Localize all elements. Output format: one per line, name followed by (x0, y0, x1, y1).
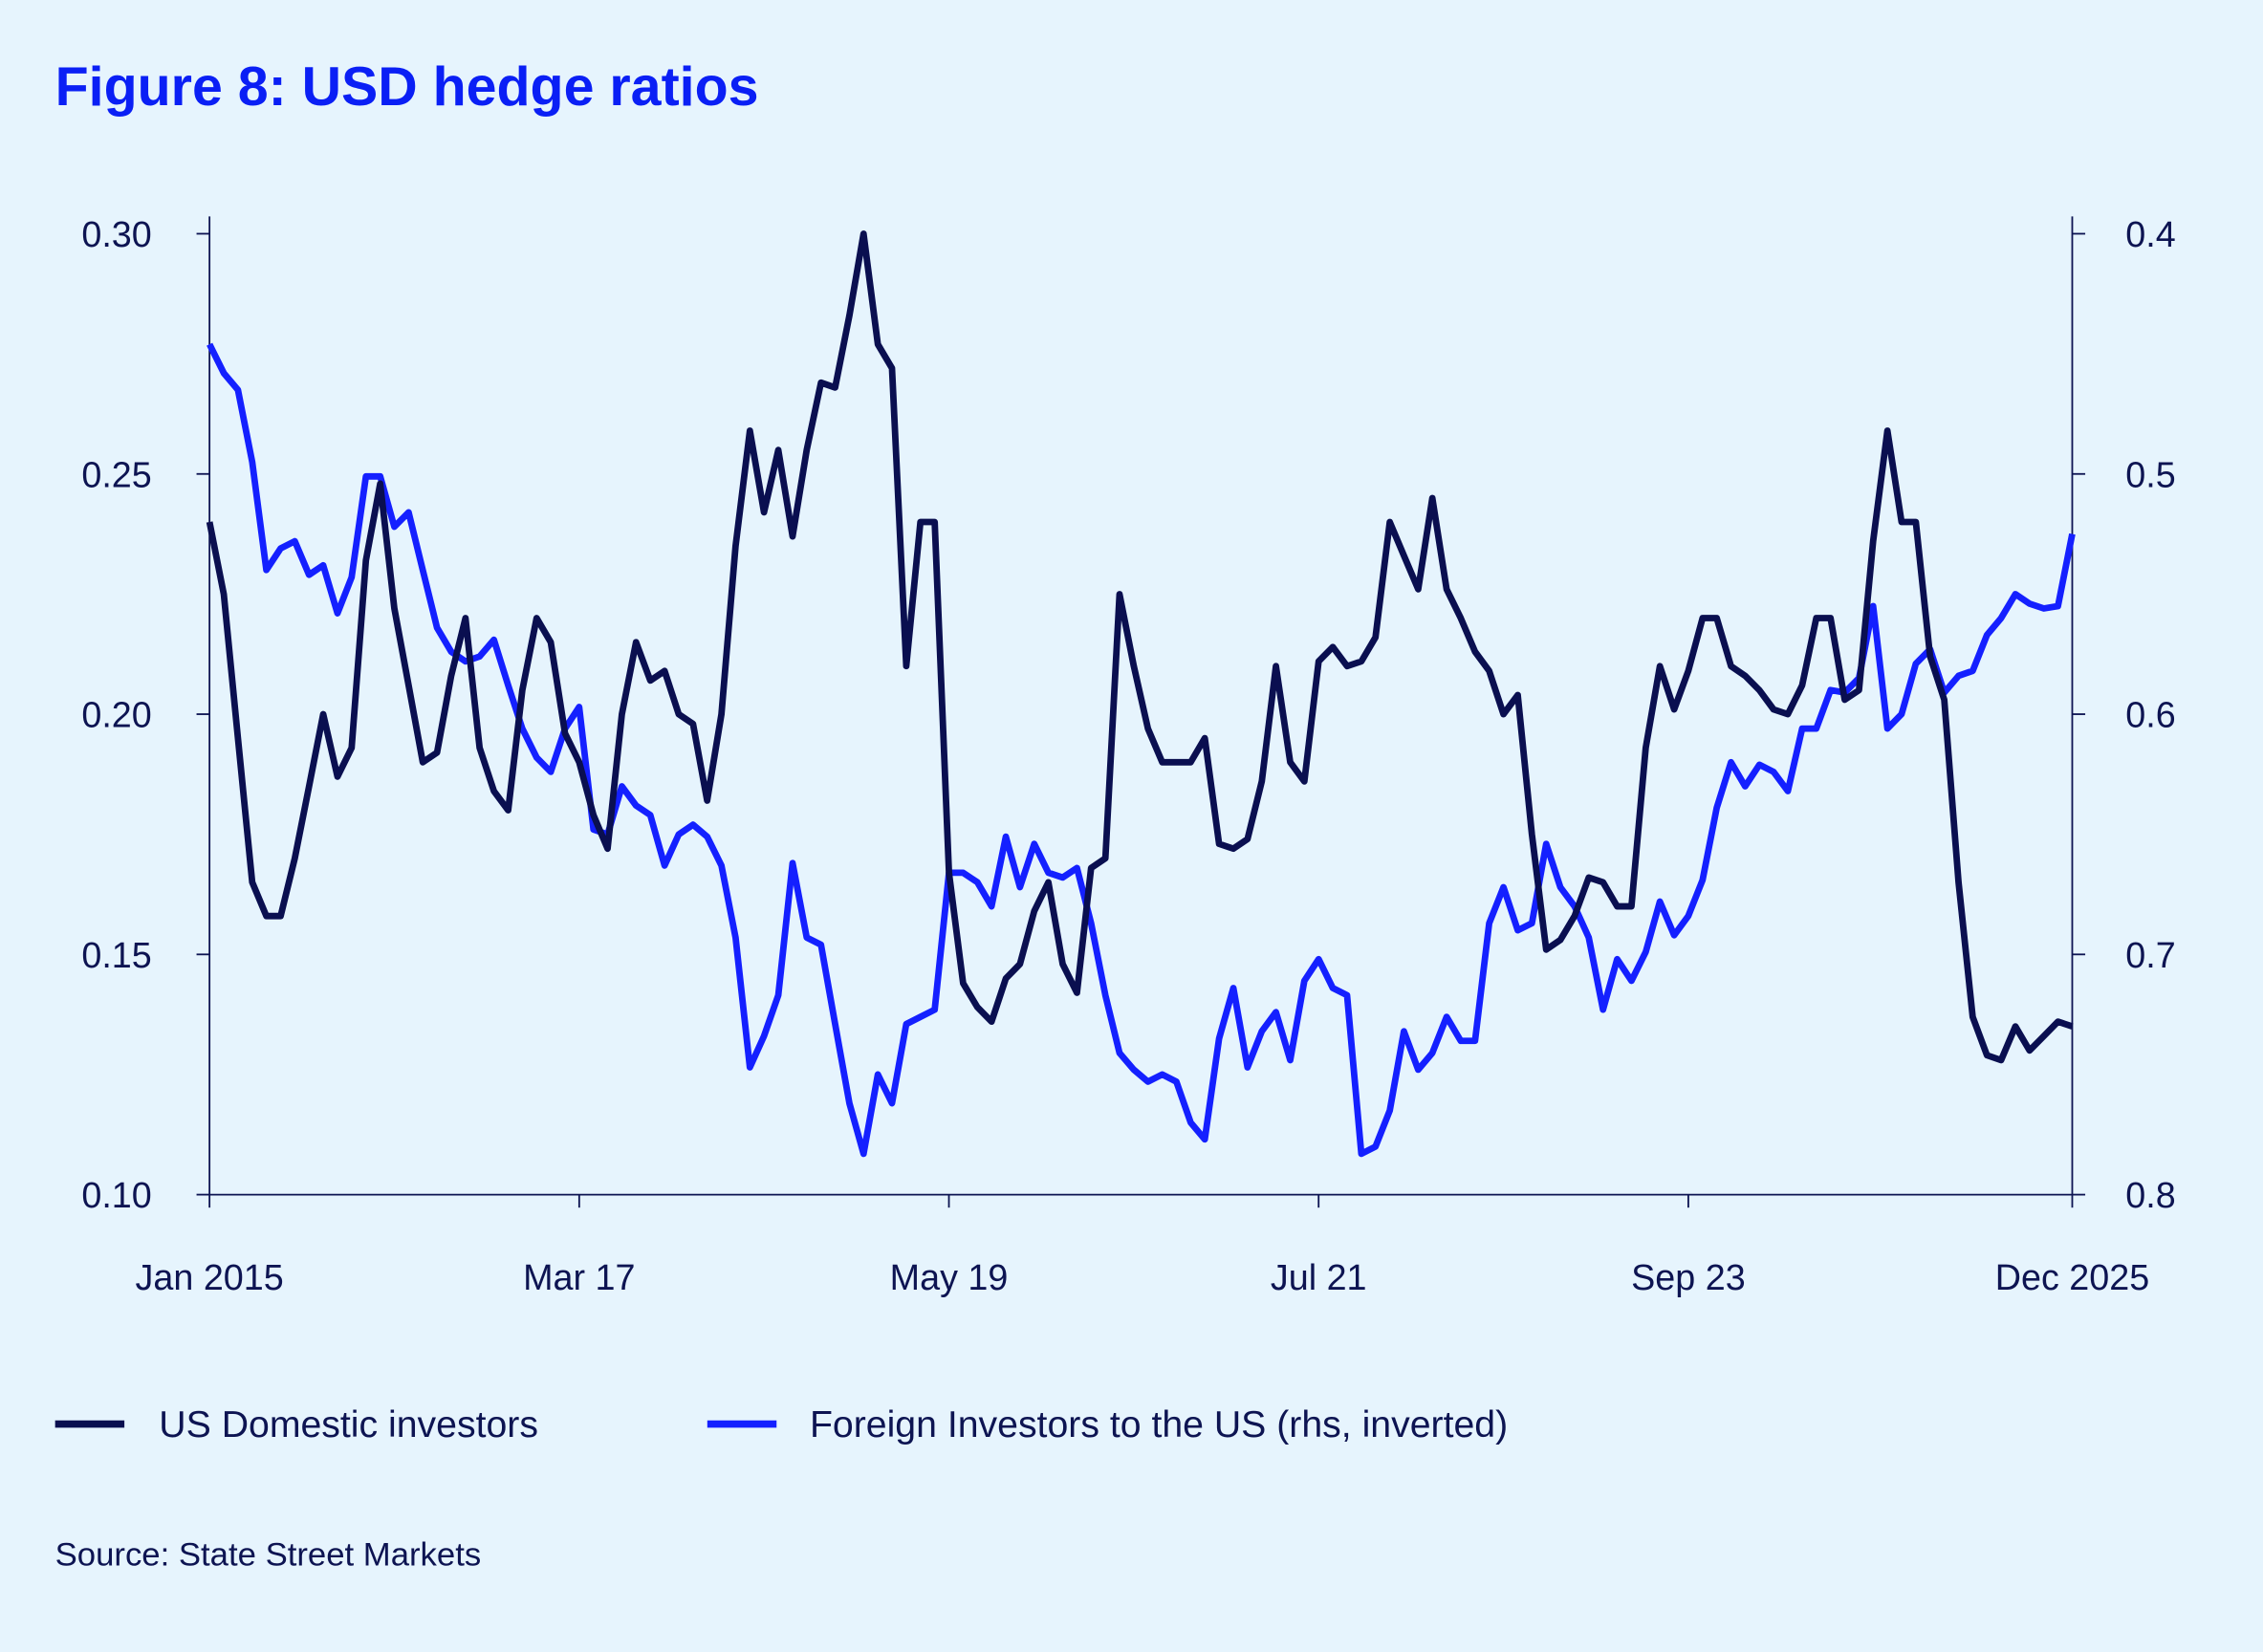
x-tick-label: Dec 2025 (1995, 1257, 2149, 1297)
y-left-tick-label: 0.30 (81, 214, 151, 254)
y-left-tick-label: 0.10 (81, 1175, 151, 1215)
y-right-tick-label: 0.5 (2125, 454, 2175, 494)
y-right-tick-label: 0.6 (2125, 695, 2175, 735)
x-tick-label: Jan 2015 (136, 1257, 284, 1297)
legend: US Domestic investors Foreign Investors … (54, 1403, 1508, 1446)
chart-title: Figure 8: USD hedge ratios (55, 56, 759, 118)
y-left-tick-label: 0.25 (81, 454, 151, 494)
x-tick-label: Mar 17 (523, 1257, 635, 1297)
legend-label-us-domestic: US Domestic investors (159, 1403, 538, 1446)
plot-lines (206, 230, 2076, 1158)
y-right-tick-label: 0.4 (2125, 214, 2175, 254)
axes: 0.30 0.25 0.20 0.15 0.10 0.4 0.5 0.6 0.7 0.8 Jan 2… (81, 214, 2175, 1297)
y-left-tick-label: 0.20 (81, 695, 151, 735)
x-tick-label: Jul 21 (1271, 1257, 1367, 1297)
legend-label-foreign: Foreign Investors to the US (rhs, invert… (810, 1403, 1508, 1446)
source-note: Source: State Street Markets (55, 1536, 482, 1573)
x-tick-label: Sep 23 (1631, 1257, 1746, 1297)
y-right-tick-label: 0.8 (2125, 1175, 2175, 1215)
x-tick-label: May 19 (890, 1257, 1009, 1297)
y-left-tick-label: 0.15 (81, 935, 151, 975)
y-right-tick-label: 0.7 (2125, 935, 2175, 975)
series-line-us-domestic (206, 230, 2074, 1064)
